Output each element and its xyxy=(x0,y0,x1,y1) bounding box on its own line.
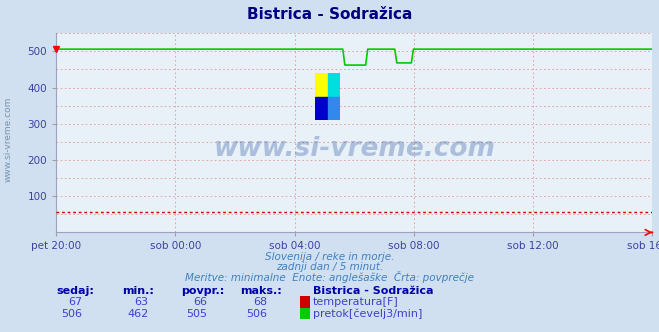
Text: 66: 66 xyxy=(194,297,208,307)
Text: Meritve: minimalne  Enote: anglešaške  Črta: povprečje: Meritve: minimalne Enote: anglešaške Črt… xyxy=(185,271,474,283)
Text: sedaj:: sedaj: xyxy=(56,286,94,295)
Bar xyxy=(316,97,328,120)
Text: 462: 462 xyxy=(127,309,148,319)
Text: pretok[čevelj3/min]: pretok[čevelj3/min] xyxy=(313,308,422,319)
Text: 506: 506 xyxy=(61,309,82,319)
Bar xyxy=(328,73,341,97)
Text: min.:: min.: xyxy=(122,286,154,295)
Bar xyxy=(316,73,328,97)
Bar xyxy=(328,97,341,120)
Text: maks.:: maks.: xyxy=(241,286,282,295)
Text: 68: 68 xyxy=(253,297,267,307)
Text: www.si-vreme.com: www.si-vreme.com xyxy=(3,97,13,182)
Text: Bistrica - Sodražica: Bistrica - Sodražica xyxy=(313,286,434,295)
Text: 505: 505 xyxy=(186,309,208,319)
Text: Bistrica - Sodražica: Bistrica - Sodražica xyxy=(247,7,412,23)
Text: 67: 67 xyxy=(69,297,82,307)
Text: Slovenija / reke in morje.: Slovenija / reke in morje. xyxy=(265,252,394,262)
Text: www.si-vreme.com: www.si-vreme.com xyxy=(214,136,495,162)
Text: zadnji dan / 5 minut.: zadnji dan / 5 minut. xyxy=(276,262,383,272)
Text: 63: 63 xyxy=(134,297,148,307)
Text: povpr.:: povpr.: xyxy=(181,286,225,295)
Text: 506: 506 xyxy=(246,309,267,319)
Text: temperatura[F]: temperatura[F] xyxy=(313,297,399,307)
